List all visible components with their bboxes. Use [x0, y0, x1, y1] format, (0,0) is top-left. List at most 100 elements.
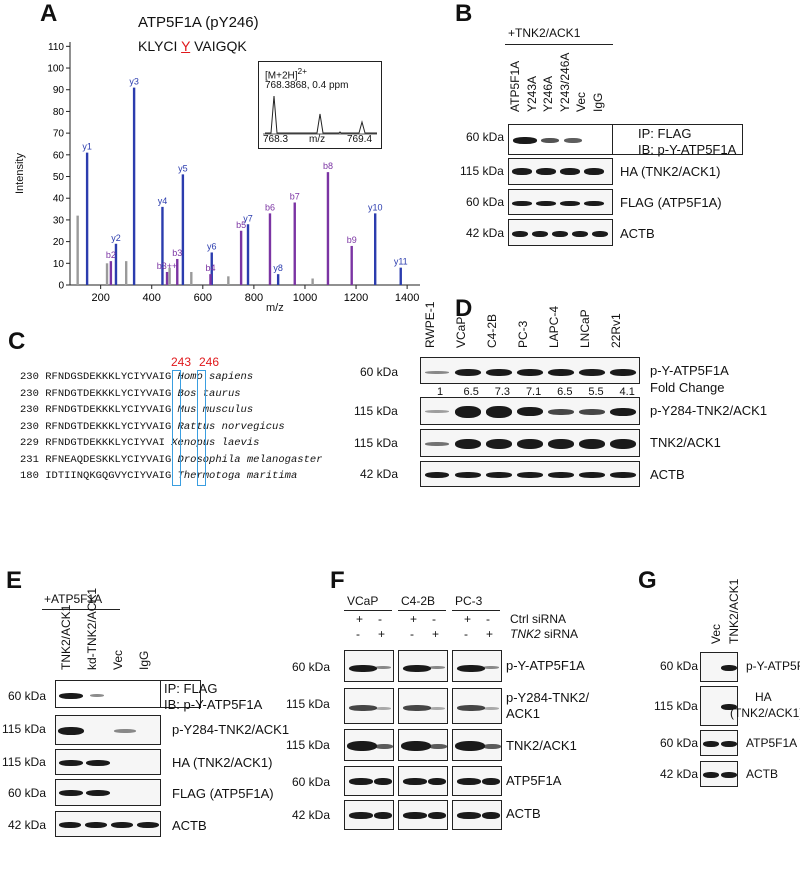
f-blot	[344, 650, 394, 682]
band	[455, 439, 481, 449]
inset-x-right: 769.4	[347, 134, 373, 145]
f-blot	[452, 766, 502, 796]
band	[457, 705, 485, 711]
band	[483, 666, 499, 669]
band	[548, 369, 574, 376]
f-ctrl-sign: +	[464, 612, 472, 626]
y-tick-label: 50	[53, 172, 65, 183]
d-blot-actb	[420, 461, 640, 487]
g-kda-4: 42 kDa	[660, 767, 699, 781]
e-blot-flag	[55, 779, 161, 806]
f-ctrl-sign: -	[432, 612, 436, 626]
band	[429, 744, 447, 749]
g-lane-label: TNK2/ACK1	[727, 578, 741, 644]
band	[425, 410, 449, 413]
f-blot	[344, 729, 394, 761]
b-row-label-ha: HA (TNK2/ACK1)	[620, 164, 721, 179]
alignment-row: 230 RFNDGTDEKKKLYCIYVAIG Bos taurus	[20, 388, 241, 400]
peak-label-y5: y5	[178, 163, 188, 173]
band	[59, 790, 83, 796]
b-bracket-bottom	[613, 154, 743, 155]
f-tnk2-sign: -	[410, 627, 414, 641]
c-pos-243: 243	[171, 355, 192, 369]
f-group-label: PC-3	[455, 594, 483, 608]
band	[721, 772, 737, 778]
x-tick-label: 400	[143, 292, 161, 304]
spectrum-peaks	[76, 87, 402, 285]
f-blot	[398, 766, 448, 796]
f-blot	[452, 650, 502, 682]
band	[579, 439, 605, 449]
panel-b-header: +TNK2/ACK1	[508, 26, 581, 40]
band	[536, 168, 556, 175]
peak-label-y4: y4	[158, 196, 168, 206]
band	[59, 693, 83, 699]
g-kda-3: 60 kDa	[660, 736, 699, 750]
y-axis-label-box: Intensity	[14, 100, 28, 210]
band	[517, 369, 543, 376]
band	[610, 439, 636, 449]
e-row-label-flag: FLAG (ATP5F1A)	[172, 786, 274, 801]
b-kda-3: 60 kDa	[466, 195, 505, 209]
e-kda-4: 60 kDa	[8, 786, 47, 800]
alignment-row: 230 RFNDGSDEKKKLYCIYVAIG Homo sapiens	[20, 371, 253, 383]
f-row-label-tnk2: TNK2/ACK1	[506, 738, 577, 753]
f-tnk2-label: TNK2 siRNA	[510, 627, 578, 641]
panel-e-label: E	[6, 567, 23, 594]
band	[610, 408, 636, 416]
x-axis-label: m/z	[266, 302, 284, 314]
b-lane-label: Vec	[574, 91, 588, 112]
band	[403, 705, 431, 711]
alignment-row: 230 RFNDGTDEKKKLYCIYVAIG Rattus norvegic…	[20, 421, 285, 433]
d-lane-label: RWPE-1	[423, 301, 437, 348]
e-row-label-ha: HA (TNK2/ACK1)	[172, 755, 273, 770]
g-row-label-atp5f1a: ATP5F1A	[746, 736, 798, 750]
band	[703, 772, 719, 778]
f-tnk2-sign: -	[464, 627, 468, 641]
band	[610, 369, 636, 376]
d-row-label-pY: p-Y-ATP5F1A	[650, 363, 729, 378]
f-group-label: C4-2B	[401, 594, 436, 608]
alignment-sequence: RFNDGTDEKKKLYCIYVAI	[45, 437, 172, 449]
inset-ion-text: [M+2H]	[265, 70, 298, 82]
b-bracket-side	[742, 124, 743, 155]
e-lane-label: IgG	[137, 650, 151, 670]
band	[349, 812, 373, 819]
band	[59, 822, 81, 828]
band	[457, 812, 481, 819]
g-kda-1: 60 kDa	[660, 659, 699, 673]
d-blot-tnk2	[420, 429, 640, 457]
band	[375, 666, 391, 669]
band	[721, 665, 737, 671]
y-tick-label: 90	[53, 85, 65, 96]
band	[483, 744, 501, 749]
x-tick-label: 800	[245, 292, 263, 304]
e-row-label-actb: ACTB	[172, 818, 207, 833]
d-kda-1: 60 kDa	[360, 365, 399, 379]
band	[425, 442, 449, 446]
y-tick-label: 100	[47, 64, 64, 75]
f-ctrl-sign: +	[410, 612, 418, 626]
peptide-suffix: VAIGQK	[194, 38, 247, 54]
band	[455, 741, 485, 751]
y-tick-label: 20	[53, 237, 65, 248]
band	[579, 369, 605, 376]
b-bracket-top	[613, 124, 743, 125]
c-pos-246: 246	[199, 355, 220, 369]
y-tick-label: 30	[53, 215, 65, 226]
f-ctrl-sign: +	[356, 612, 364, 626]
b-lane-label: Y243/246A	[557, 52, 572, 112]
band	[513, 137, 537, 144]
inset-ion: [M+2H]2+	[265, 66, 307, 81]
g-blot-pY	[700, 652, 738, 682]
d-row-label-tnk2: TNK2/ACK1	[650, 435, 721, 450]
alignment-species: Homo sapiens	[177, 371, 254, 383]
b-lane-label: ATP5F1A	[508, 60, 522, 112]
peak-label-y6: y6	[207, 241, 217, 251]
spectrum-peak-labels: y1 y2 y3 y4 y5 y6 y7 y8 y10 y11 b2 b3 b3++ b4 b5 b6 b7 b8…	[82, 77, 407, 274]
alignment-row: 230 RFNDGTDEKKKLYCIYVAIG Mus musculus	[20, 404, 253, 416]
f-blot	[452, 800, 502, 830]
band	[592, 231, 608, 237]
band	[349, 705, 377, 711]
band	[548, 439, 574, 449]
